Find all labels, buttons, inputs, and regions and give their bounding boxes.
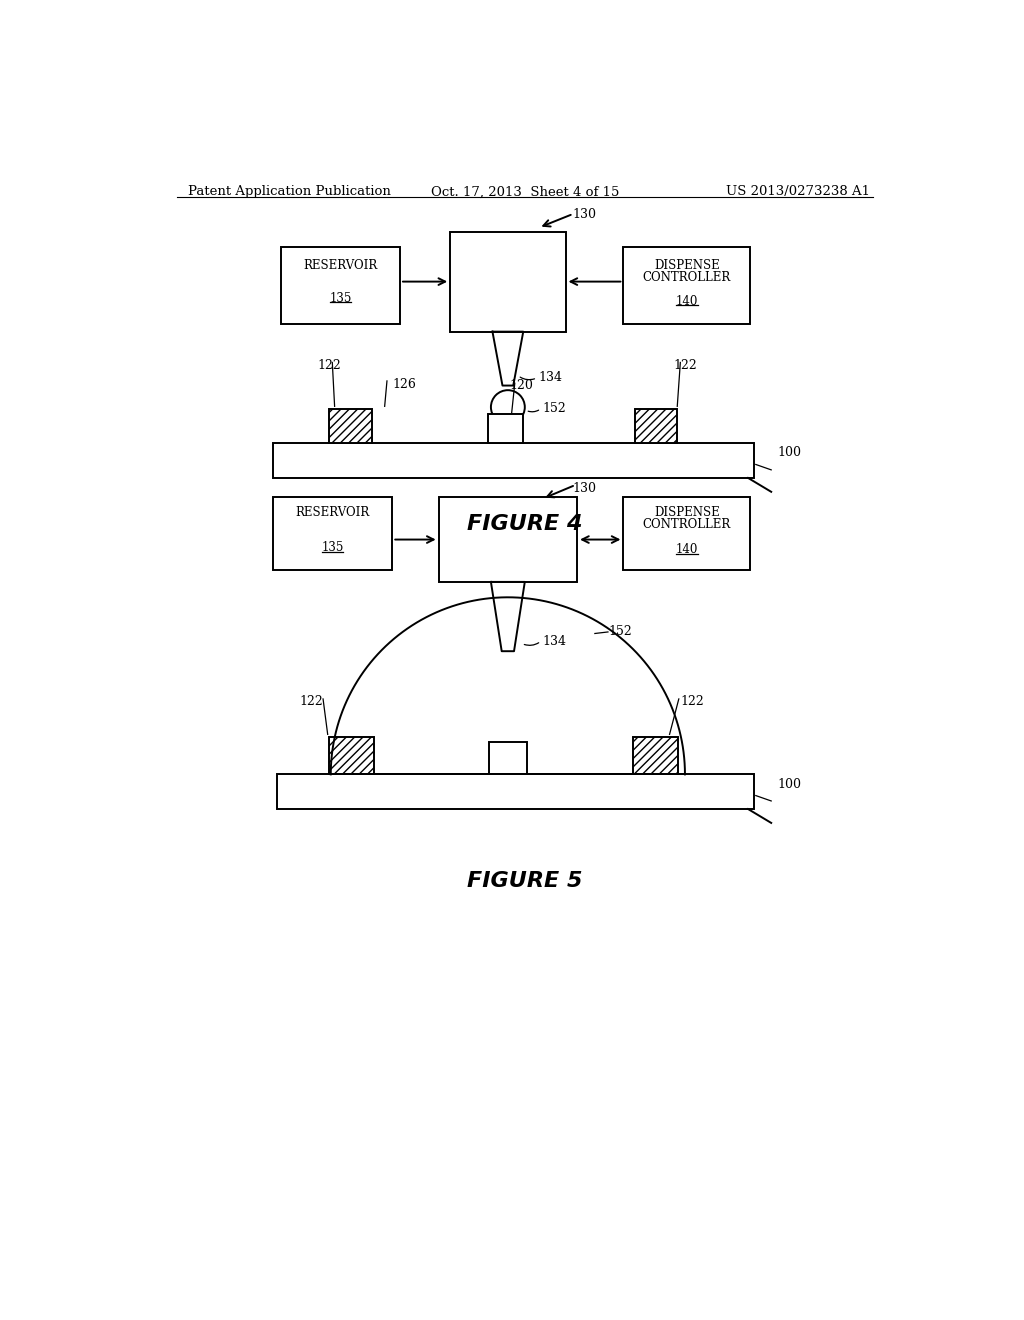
Text: 100: 100 [777,777,802,791]
Text: 130: 130 [572,209,597,222]
Text: 100: 100 [777,446,802,459]
Text: 135: 135 [329,292,351,305]
Text: 140: 140 [676,294,698,308]
Bar [276,775,755,809]
Text: Oct. 17, 2013  Sheet 4 of 15: Oct. 17, 2013 Sheet 4 of 15 [431,185,618,198]
Text: 122: 122 [300,696,324,708]
Text: 152: 152 [543,403,566,416]
Text: 122: 122 [681,696,705,708]
Text: CONTROLLER: CONTROLLER [643,271,731,284]
Bar [281,247,400,323]
Text: RESERVOIR: RESERVOIR [296,507,370,520]
Text: Patent Application Publication: Patent Application Publication [188,185,391,198]
Text: 122: 122 [673,359,697,372]
Text: 126: 126 [392,378,416,391]
Bar [634,738,678,775]
Text: DISPENSE: DISPENSE [654,507,720,520]
Text: CONTROLLER: CONTROLLER [643,517,731,531]
Bar [273,498,392,570]
Bar [438,498,578,582]
Bar [488,742,527,775]
Text: 135: 135 [322,541,344,554]
Bar [624,247,751,323]
Text: FIGURE 4: FIGURE 4 [467,515,583,535]
Bar [635,409,677,444]
Bar [273,444,755,478]
Text: 140: 140 [676,544,698,557]
Ellipse shape [490,391,525,424]
Bar [488,414,523,444]
Bar [451,231,565,331]
Text: FIGURE 5: FIGURE 5 [467,871,583,891]
Bar [330,738,374,775]
Text: 134: 134 [543,635,566,648]
Text: 120: 120 [509,379,532,392]
Bar [624,498,751,570]
Text: US 2013/0273238 A1: US 2013/0273238 A1 [726,185,869,198]
Text: 122: 122 [317,359,341,372]
Text: RESERVOIR: RESERVOIR [303,259,378,272]
Text: 152: 152 [608,626,632,639]
Text: DISPENSE: DISPENSE [654,259,720,272]
Bar [330,409,372,444]
Text: 134: 134 [539,371,562,384]
Text: 130: 130 [572,482,597,495]
